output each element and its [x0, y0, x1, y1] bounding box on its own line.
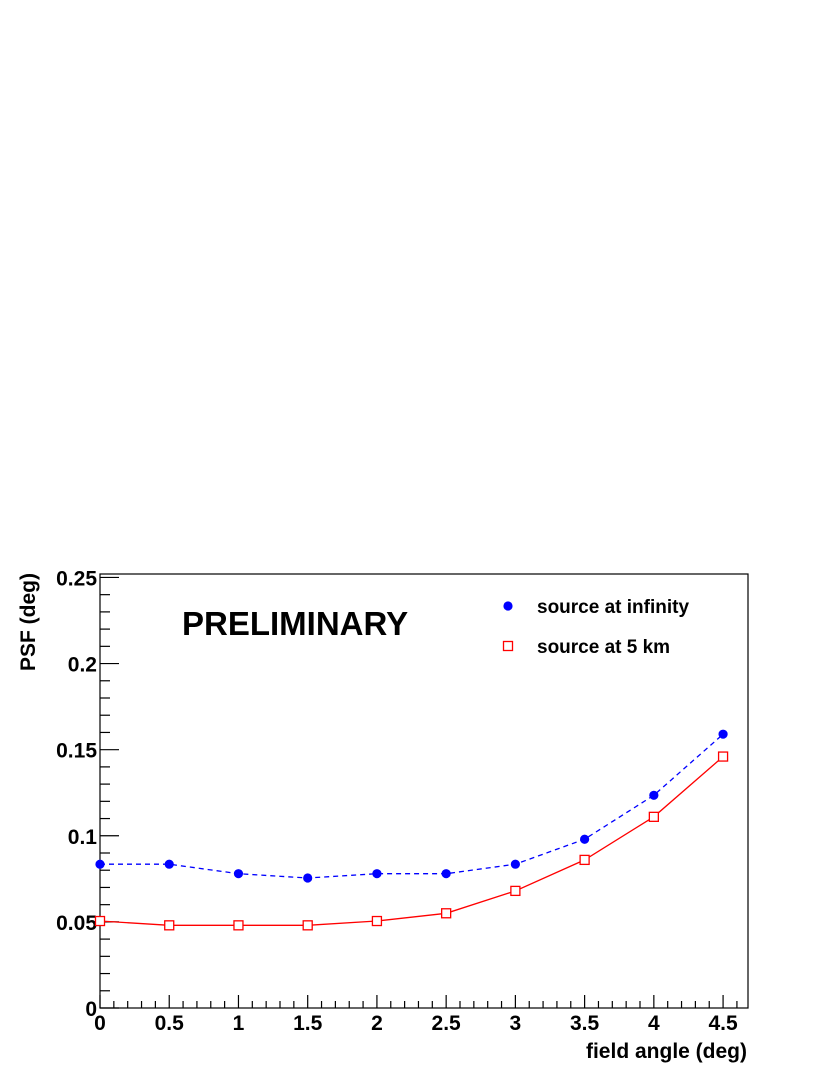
y-axis-title: PSF (deg) — [17, 573, 40, 671]
x-axis-title: field angle (deg) — [586, 1040, 747, 1063]
series-line-1 — [99, 756, 724, 926]
y-tick-label: 0.15 — [56, 740, 97, 763]
legend: source at infinity source at 5 km — [502, 597, 689, 658]
data-point-square — [94, 915, 106, 927]
x-tick-label: 0.5 — [155, 1012, 185, 1035]
x-tick-label: 3.5 — [570, 1012, 600, 1035]
data-point-square — [233, 920, 244, 931]
legend-marker-square — [502, 640, 514, 652]
data-point-circle — [510, 859, 520, 869]
x-tick-label: 1 — [233, 1012, 245, 1035]
x-tick-label: 1.5 — [293, 1012, 323, 1035]
data-point-square — [164, 920, 175, 931]
data-point-circle — [164, 859, 174, 869]
y-tick-label: 0.2 — [68, 654, 97, 677]
data-point-square — [510, 885, 521, 897]
preliminary-annotation: PRELIMINARY — [182, 605, 408, 642]
x-tick-label: 4 — [648, 1012, 660, 1035]
data-point-square — [302, 920, 313, 931]
data-point-square — [579, 854, 590, 866]
data-point-circle — [718, 729, 728, 739]
legend-label: source at infinity — [537, 597, 689, 618]
plot-frame — [99, 573, 749, 1009]
y-tick-label: 0.25 — [56, 567, 97, 590]
data-point-circle — [441, 869, 451, 879]
data-point-circle — [372, 869, 382, 879]
x-tick-label: 2 — [371, 1012, 383, 1035]
data-point-circle — [95, 859, 105, 869]
plot-area-border — [99, 573, 749, 1009]
x-tick-label: 3 — [510, 1012, 522, 1035]
data-point-square — [648, 811, 659, 822]
data-point-square — [371, 915, 383, 927]
y-tick-label: 0.05 — [56, 912, 97, 935]
data-point-circle — [303, 873, 313, 883]
data-point-circle — [580, 834, 590, 844]
legend-marker-circle — [503, 601, 513, 611]
y-tick-label: 0 — [85, 998, 97, 1021]
y-tick-label: 0.1 — [68, 826, 98, 849]
data-point-circle — [233, 869, 244, 879]
series-line-0 — [100, 733, 724, 879]
x-tick-label: 2.5 — [432, 1012, 462, 1035]
axis-ticks: 0 0.5 1 1.5 2 2.5 3 3.5 4 4.5 0 0.05 0.1 0.15 0.2 0.25 — [56, 567, 738, 1035]
data-point-square — [717, 751, 729, 762]
x-tick-label: 4.5 — [708, 1012, 738, 1035]
data-series — [94, 729, 729, 931]
legend-label: source at 5 km — [537, 637, 670, 658]
x-tick-label: 0 — [94, 1012, 106, 1035]
data-point-square — [441, 908, 452, 919]
data-point-circle — [649, 790, 659, 800]
